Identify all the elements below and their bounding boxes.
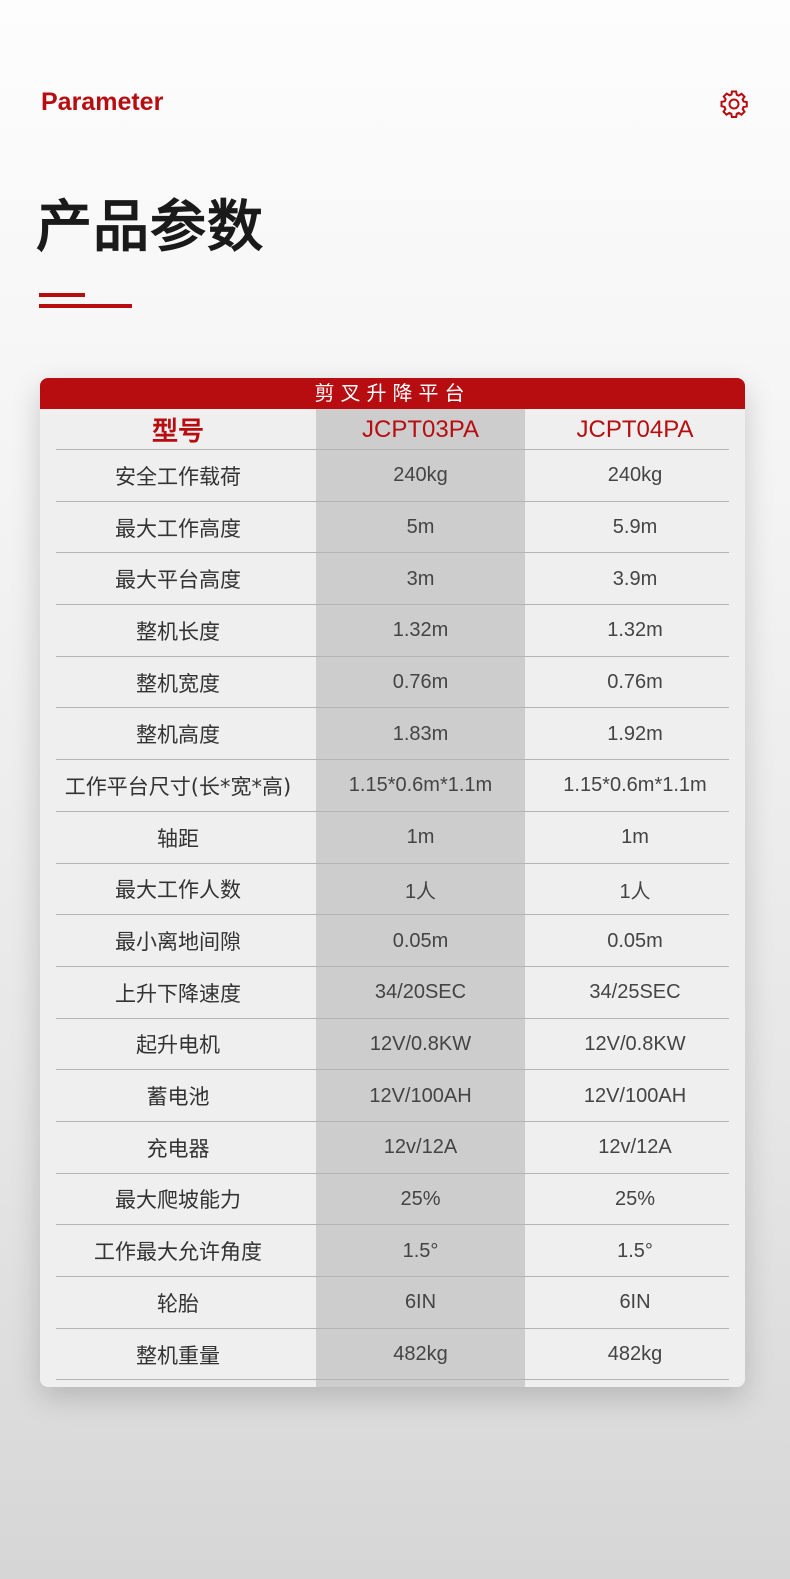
param-value: 5m <box>406 516 435 539</box>
param-value: 1m <box>621 826 649 849</box>
param-value: 1人 <box>619 880 651 903</box>
decor-line-long <box>39 304 132 308</box>
param-name: 安全工作载荷 <box>115 464 241 489</box>
table-caption: 剪叉升降平台 <box>40 378 745 409</box>
param-value: 25% <box>614 1187 656 1210</box>
param-value: 240kg <box>393 464 448 487</box>
param-value: 25% <box>400 1187 441 1210</box>
table-row: 安全工作载荷 240kg 240kg <box>40 450 745 502</box>
table-row: 工作平台尺寸(长*宽*高) 1.15*0.6m*1.1m 1.15*0.6m*1.1… <box>40 760 745 812</box>
param-value: 1人 <box>404 880 437 903</box>
param-value: 1.5° <box>617 1239 653 1262</box>
param-value: 12V/100AH <box>583 1084 687 1107</box>
table-row: 整机高度 1.83m 1.92m <box>40 708 745 760</box>
table-row: 轮胎 6IN 6IN <box>40 1277 745 1329</box>
param-value: 0.76m <box>392 671 449 694</box>
param-value: 1.83m <box>392 722 449 745</box>
param-name: 最大爬坡能力 <box>115 1188 241 1213</box>
param-name: 工作平台尺寸(长*宽*高) <box>64 774 292 799</box>
table-row: 最大工作高度 5m 5.9m <box>40 502 745 554</box>
table-row: 最大平台高度 3m 3.9m <box>40 553 745 605</box>
param-value: 0.76m <box>607 671 663 694</box>
param-name: 起升电机 <box>136 1033 220 1058</box>
param-value: 12v/12A <box>598 1136 672 1159</box>
param-name: 最大工作高度 <box>115 516 241 541</box>
table-header-row: 型号 JCPT03PA JCPT04PA <box>40 409 745 450</box>
param-value: 1.92m <box>607 722 663 745</box>
param-value: 12V/0.8KW <box>584 1032 686 1055</box>
header-cell: JCPT03PA <box>362 415 479 443</box>
param-value: 34/20SEC <box>374 981 467 1004</box>
table-row: 整机宽度 0.76m 0.76m <box>40 657 745 709</box>
table-row: 整机重量 482kg 482kg <box>40 1329 745 1381</box>
param-value: 6IN <box>619 1291 651 1314</box>
param-value: 240kg <box>607 464 663 487</box>
param-name: 整机高度 <box>136 723 220 748</box>
param-name: 最大平台高度 <box>115 568 241 593</box>
param-value: 34/25SEC <box>589 981 681 1004</box>
param-value: 1.32m <box>607 619 663 642</box>
param-value: 12V/100AH <box>369 1084 472 1107</box>
param-value: 482kg <box>607 1343 663 1366</box>
table-row: 最大爬坡能力 25% 25% <box>40 1174 745 1226</box>
table-row: 上升下降速度 34/20SEC 34/25SEC <box>40 967 745 1019</box>
table-row: 蓄电池 12V/100AH 12V/100AH <box>40 1070 745 1122</box>
table-row: 整机长度 1.32m 1.32m <box>40 605 745 657</box>
param-value: 0.05m <box>607 929 663 952</box>
param-value: 0.05m <box>392 929 449 952</box>
param-value: 482kg <box>393 1343 448 1366</box>
param-value: 3.9m <box>612 567 658 590</box>
param-value: 1.5° <box>402 1239 439 1262</box>
table-row: 工作最大允许角度 1.5° 1.5° <box>40 1225 745 1277</box>
spec-table: 剪叉升降平台 型号 JCPT03PA JCPT04PA 安全工作载荷 240kg 2… <box>40 378 745 1387</box>
subtitle-en: Parameter <box>41 88 164 116</box>
param-name: 轴距 <box>157 826 199 851</box>
table-row: 最大工作人数 1人 1人 <box>40 864 745 916</box>
param-value: 12V/0.8KW <box>369 1032 472 1055</box>
param-value: 1.15*0.6m*1.1m <box>348 774 493 797</box>
param-name: 充电器 <box>146 1136 210 1161</box>
header-cell: 型号 <box>151 417 204 447</box>
param-name: 整机重量 <box>136 1343 220 1368</box>
table-row: 轴距 1m 1m <box>40 812 745 864</box>
param-value: 1.32m <box>392 619 449 642</box>
header-cell: JCPT04PA <box>576 415 694 443</box>
param-name: 工作最大允许角度 <box>94 1240 262 1265</box>
param-name: 轮胎 <box>157 1291 199 1316</box>
param-name: 最小离地间隙 <box>115 930 241 955</box>
param-value: 1.15*0.6m*1.1m <box>563 774 707 797</box>
table-row: 充电器 12v/12A 12v/12A <box>40 1122 745 1174</box>
param-value: 3m <box>406 567 435 590</box>
table-row: 起升电机 12V/0.8KW 12V/0.8KW <box>40 1019 745 1071</box>
gear-icon[interactable] <box>719 89 749 119</box>
highlight-column <box>316 409 525 1387</box>
param-name: 蓄电池 <box>146 1085 210 1110</box>
param-value: 1m <box>406 826 435 849</box>
param-name: 整机长度 <box>136 619 220 644</box>
param-value: 5.9m <box>612 516 658 539</box>
param-name: 整机宽度 <box>136 671 220 696</box>
table-row: 最小离地间隙 0.05m 0.05m <box>40 915 745 967</box>
param-value: 6IN <box>404 1291 437 1314</box>
decor-line-short <box>39 293 85 297</box>
param-value: 12v/12A <box>383 1136 458 1159</box>
param-name: 最大工作人数 <box>115 878 241 903</box>
param-name: 上升下降速度 <box>115 981 241 1006</box>
page-title: 产品参数 <box>36 195 264 260</box>
